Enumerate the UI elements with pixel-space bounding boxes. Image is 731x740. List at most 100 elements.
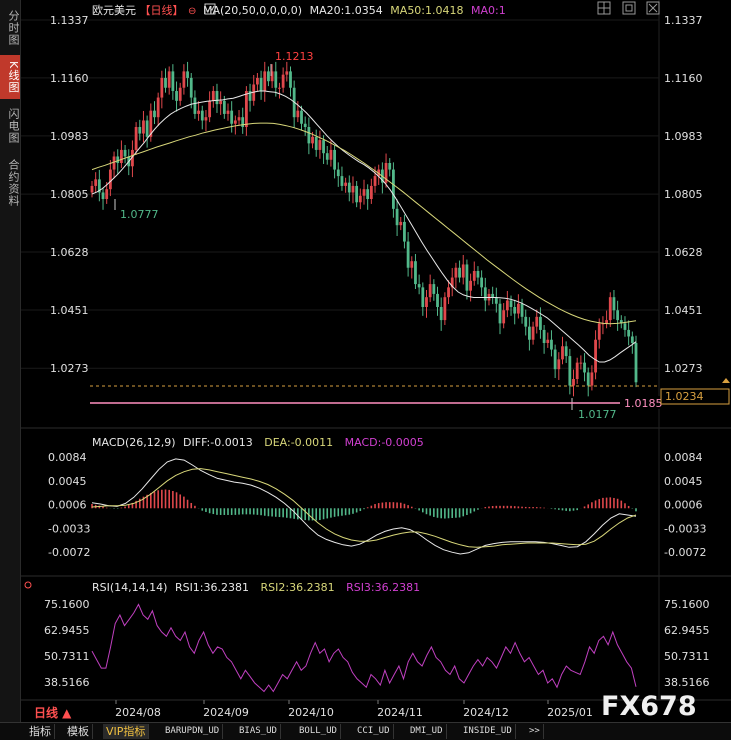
candle (145, 115, 149, 148)
price-tick-left: 1.0273 (50, 362, 89, 375)
candle (226, 103, 230, 121)
price-tick-left: 1.0983 (50, 130, 89, 143)
price-tick-right: 1.0273 (664, 362, 703, 375)
candle (531, 321, 535, 345)
candle (252, 74, 256, 106)
candle (307, 117, 311, 155)
tab-flash[interactable]: 闪电图 (7, 108, 20, 144)
chart-canvas[interactable]: 1.1337 1.1337 1.1160 1.1160 1.0983 1.0983 1.08… (0, 0, 731, 722)
price-tick-right: 1.0805 (664, 188, 703, 201)
candle (476, 266, 480, 285)
candle (322, 135, 325, 164)
macd-tick-left: 0.0045 (48, 475, 87, 488)
tb-cci[interactable]: CCI_UD (354, 724, 394, 739)
candle (340, 166, 344, 191)
candle (123, 145, 127, 164)
tb-inside[interactable]: INSIDE_UD (460, 724, 516, 739)
tb-vip[interactable]: VIP指标 (103, 724, 150, 739)
candle (289, 66, 292, 97)
period-label: 【日线】 (140, 3, 184, 17)
macd-tick-left: -0.0033 (48, 522, 90, 535)
price-tick-right: 1.1337 (664, 14, 703, 27)
rsi-tick-right: 50.7311 (664, 650, 710, 663)
candle (230, 101, 234, 133)
svg-text:MACD(26,12,9) DIFF:-0.00: MACD(26,12,9) DIFF:-0.0013 DEA:-0.0011 M… (92, 436, 424, 449)
svg-text:RSI(14,14,14) RSI1:36.23: RSI(14,14,14) RSI1:36.2381 RSI2:36.2381 … (92, 581, 420, 594)
target-icon[interactable] (24, 581, 32, 589)
candle (164, 68, 167, 93)
x-tick-label: 2024/12 (463, 706, 509, 719)
candle (590, 365, 594, 391)
axes: 1.1337 1.1337 1.1160 1.1160 1.0983 1.0983 1.08… (44, 14, 710, 719)
tb-barupdn[interactable]: BARUPDN_UD (162, 724, 224, 739)
candle (248, 83, 252, 112)
period-selector[interactable]: 日线 ▲ (34, 705, 72, 720)
candle (138, 119, 142, 141)
price-tick-left: 1.0805 (50, 188, 89, 201)
low-annotation-aug: 1.0777 (120, 208, 159, 221)
candle (325, 145, 329, 165)
macd-label: MACD(26,12,9) (92, 436, 176, 449)
tb-templates[interactable]: 模板 (64, 724, 93, 739)
candle (347, 175, 351, 202)
candle (528, 317, 531, 351)
candle (428, 274, 432, 303)
candle (524, 309, 528, 336)
macd-tick-right: -0.0072 (664, 546, 706, 559)
macd-panel (91, 458, 637, 555)
candle (318, 130, 322, 159)
candle (90, 181, 94, 198)
tab-kline[interactable]: K线图 (0, 55, 20, 99)
candle (160, 70, 164, 109)
candle (116, 149, 120, 174)
ma20-line (91, 90, 637, 363)
ma-label: MA(20,50,0,0,0,0) (203, 4, 302, 17)
tab-contract[interactable]: 合约资料 (7, 159, 20, 207)
candle (586, 367, 590, 397)
candle (189, 73, 193, 109)
candle (233, 115, 237, 135)
candle (608, 292, 612, 327)
price-tick-left: 1.0451 (50, 304, 89, 317)
macd-tick-left: -0.0072 (48, 546, 90, 559)
candle (384, 153, 388, 188)
candle (274, 61, 278, 97)
candle (175, 81, 178, 112)
candle (579, 355, 583, 370)
restore-icon[interactable] (622, 1, 636, 15)
candle (270, 64, 274, 89)
tb-bias[interactable]: BIAS_UD (236, 724, 281, 739)
candle (105, 181, 109, 204)
x-tick-label: 2024/08 (115, 706, 161, 719)
candle (564, 341, 568, 363)
candle (480, 270, 484, 297)
candle (557, 352, 561, 380)
arrow-up-icon[interactable] (722, 378, 730, 383)
tb-boll[interactable]: BOLL_UD (296, 724, 341, 739)
grid (20, 19, 659, 369)
candle (575, 357, 579, 384)
candle (634, 335, 638, 388)
candle (561, 336, 564, 365)
candle (425, 289, 428, 318)
candle (550, 330, 553, 357)
candle (392, 162, 395, 218)
candle (108, 160, 112, 197)
tb-dmi[interactable]: DMI_UD (407, 724, 447, 739)
close-icon[interactable] (646, 1, 660, 15)
candle (458, 260, 461, 283)
candle (450, 268, 454, 297)
candle (153, 101, 156, 125)
ma-toggle-icon[interactable] (204, 3, 216, 15)
candle (366, 184, 370, 210)
settings-icon[interactable]: ⊖ (188, 6, 196, 17)
rsi1-value: RSI1:36.2381 (175, 581, 249, 594)
candle (131, 140, 134, 178)
tab-timeshare[interactable]: 分时图 (7, 10, 20, 46)
tb-more[interactable]: >> (526, 724, 544, 739)
watermark: FX678 (601, 691, 697, 722)
tb-indicators[interactable]: 指标 (26, 724, 55, 739)
candle (329, 140, 333, 167)
candle (605, 310, 608, 329)
